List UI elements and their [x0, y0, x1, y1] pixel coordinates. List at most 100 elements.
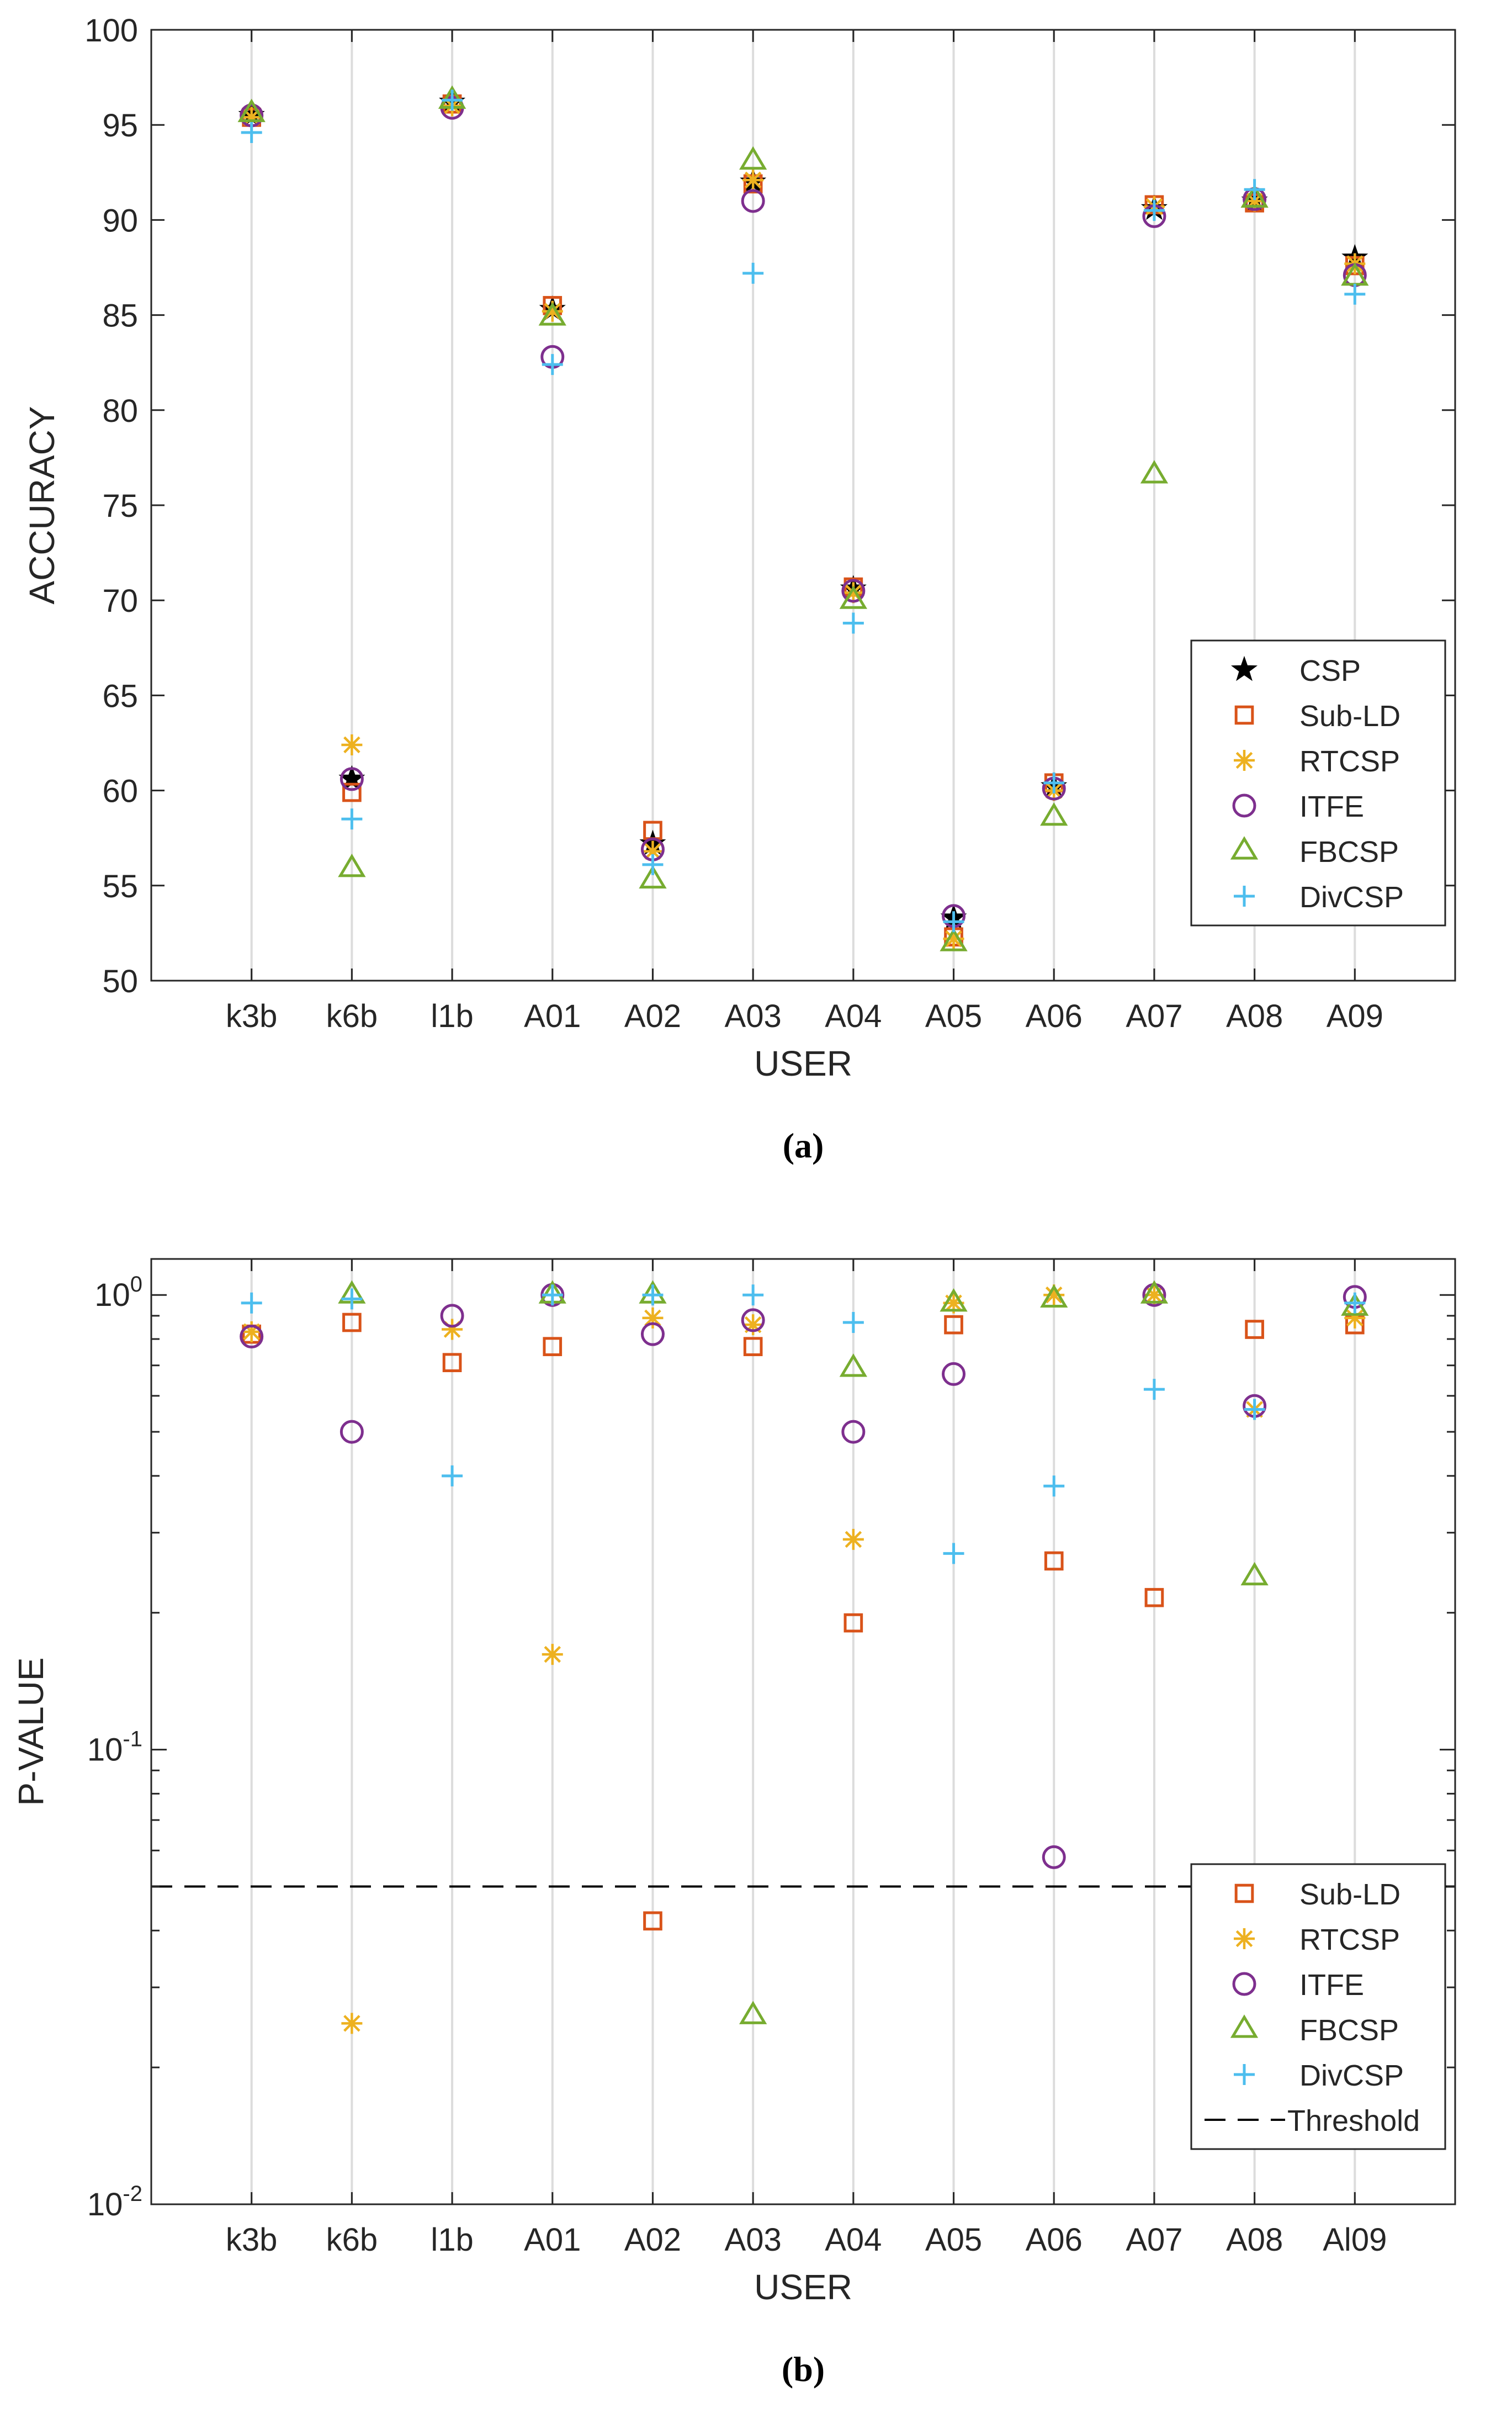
data-point — [943, 1543, 964, 1564]
x-tick-label: k6b — [326, 2222, 378, 2258]
data-point — [1344, 1292, 1366, 1314]
data-point — [341, 2013, 363, 2034]
y-tick-exponent: -2 — [123, 2182, 142, 2206]
data-point — [942, 1362, 966, 1386]
panel-caption: (a) — [783, 1126, 824, 1165]
data-point — [341, 808, 363, 830]
data-point — [741, 189, 765, 213]
data-point — [1044, 1551, 1064, 1571]
legend-swatch — [1230, 836, 1259, 860]
y-tick-label: 10-1 — [87, 1727, 142, 1768]
data-point — [341, 1288, 363, 1310]
legend: Sub-LD RTCSP ITFE FBCSP DivCSP Threshold — [1190, 1863, 1446, 2150]
x-tick-label: A05 — [925, 2222, 982, 2258]
x-tick-label: A02 — [624, 998, 681, 1034]
legend-label: CSP — [1299, 654, 1361, 687]
legend-box — [1190, 639, 1446, 927]
data-point — [240, 1325, 264, 1349]
data-point — [742, 1284, 764, 1306]
legend-swatch — [1230, 2014, 1259, 2038]
data-point — [442, 89, 463, 111]
legend-label: RTCSP — [1299, 1923, 1400, 1956]
x-tick-label: A01 — [524, 998, 581, 1034]
data-point — [843, 1613, 863, 1633]
data-point — [442, 1353, 462, 1372]
data-point — [237, 98, 266, 123]
data-point — [640, 1322, 665, 1346]
y-axis-title: P-VALUE — [11, 1657, 51, 1806]
x-tick-label: A05 — [925, 998, 982, 1034]
x-tick-label: A08 — [1226, 998, 1283, 1034]
y-tick-exponent: 0 — [130, 1272, 142, 1297]
data-point — [542, 1644, 563, 1665]
legend-label: Threshold — [1287, 2104, 1420, 2137]
data-point — [1240, 184, 1269, 208]
series-Sub-LD — [242, 1313, 1365, 1931]
data-point — [342, 782, 362, 802]
data-point — [241, 1321, 262, 1342]
data-point — [442, 1465, 463, 1486]
data-point — [639, 865, 667, 889]
legend-swatch — [1234, 750, 1255, 771]
data-point — [841, 579, 866, 603]
x-tick-label: A07 — [1126, 998, 1182, 1034]
data-point — [241, 1292, 262, 1314]
axes-box — [150, 1258, 1456, 2205]
legend-label: RTCSP — [1299, 745, 1400, 778]
y-tick-label: 75 — [102, 488, 138, 524]
legend-label: FBCSP — [1299, 2014, 1399, 2047]
y-tick-label: 65 — [102, 678, 138, 714]
legend-swatch — [1232, 793, 1256, 818]
y-tick-label: 60 — [102, 774, 138, 809]
data-point — [542, 354, 563, 375]
data-point — [842, 612, 864, 634]
panel-caption: (b) — [782, 2350, 825, 2389]
data-point — [1240, 1562, 1269, 1586]
data-point — [338, 854, 366, 877]
series-DivCSP — [241, 1284, 1366, 1564]
legend-swatch — [1232, 1972, 1256, 1996]
data-point — [742, 170, 764, 191]
x-tick-label: A01 — [524, 2222, 581, 2258]
data-point — [442, 1319, 463, 1340]
chart-panel-b: k3b k6b l1b A01 A02 A03 A04 A05 A06 A07 A08 Al0910-… — [11, 1258, 1456, 2389]
data-point — [642, 1284, 664, 1306]
data-point — [342, 1313, 362, 1332]
data-point — [1341, 1292, 1369, 1316]
data-point — [643, 1911, 662, 1931]
data-point — [742, 262, 764, 284]
x-tick-label: A09 — [1327, 998, 1383, 1034]
series-DivCSP — [241, 89, 1366, 933]
data-point — [742, 1314, 764, 1336]
y-tick-label: 100 — [84, 13, 138, 49]
x-tick-label: A08 — [1226, 2222, 1283, 2258]
y-tick-base: 10 — [87, 1732, 123, 1768]
data-point — [743, 1337, 763, 1356]
legend-swatch — [1234, 886, 1255, 907]
data-point — [538, 302, 566, 326]
y-tick-label: 95 — [102, 108, 138, 144]
y-tick-label: 80 — [102, 393, 138, 429]
x-tick-label: A06 — [1026, 998, 1083, 1034]
data-point — [741, 1308, 765, 1332]
data-point — [1244, 1399, 1265, 1420]
y-tick-label: 85 — [102, 298, 138, 334]
data-point — [440, 1304, 464, 1328]
data-point — [940, 928, 968, 951]
data-point — [1244, 179, 1265, 200]
data-point — [543, 1337, 563, 1356]
data-point — [542, 300, 563, 322]
data-point — [1245, 1320, 1264, 1339]
x-tick-label: k6b — [326, 998, 378, 1034]
data-point — [1344, 1307, 1366, 1329]
legend-swatch — [1234, 1883, 1254, 1903]
legend-label: FBCSP — [1299, 835, 1399, 869]
legend-label: Sub-LD — [1299, 700, 1400, 733]
x-tick-label: A06 — [1026, 2222, 1083, 2258]
legend-swatch — [1234, 1928, 1255, 1949]
data-point — [1040, 802, 1068, 826]
y-tick-label: 100 — [94, 1272, 142, 1313]
data-point — [1144, 1588, 1164, 1607]
chart-panel-a: k3b k6b l1b A01 A02 A03 A04 A05 A06 A07 A08 A09 50 55… — [22, 13, 1456, 1165]
legend-box — [1190, 1863, 1446, 2150]
